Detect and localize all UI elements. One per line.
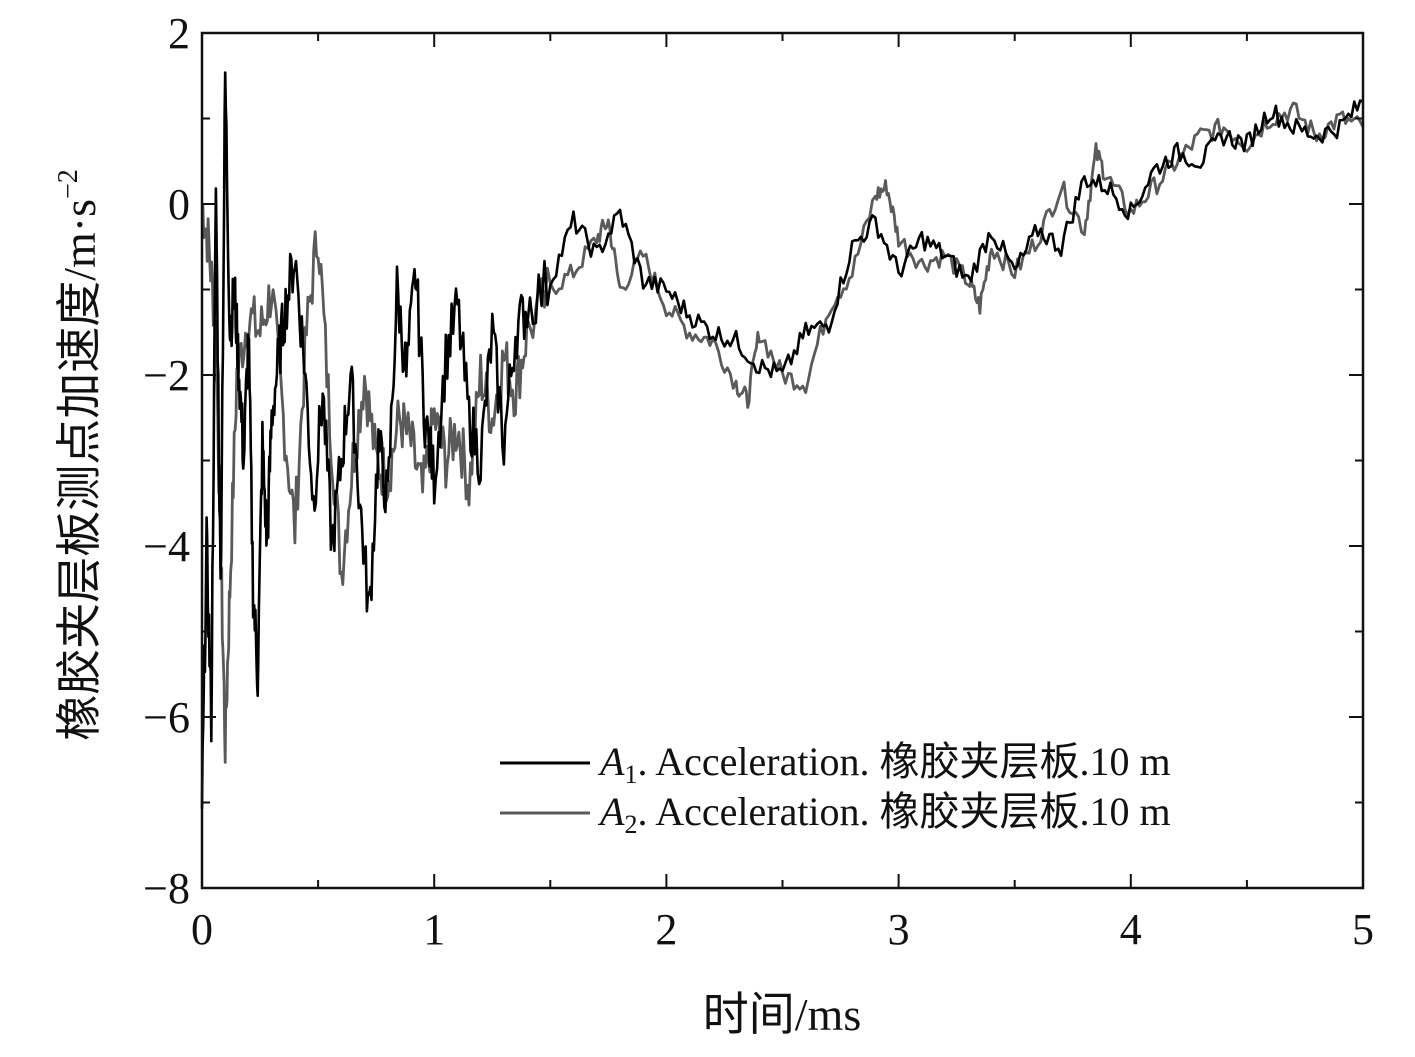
x-tick-label: 1: [423, 905, 445, 954]
x-tick-label: 3: [888, 905, 910, 954]
legend-label-a1: A1. Acceleration. 橡胶夹层板.10 m: [597, 739, 1171, 789]
x-axis-title: 时间/ms: [703, 989, 861, 1040]
y-axis-title: 橡胶夹层板测点加速度/m·s−2: [53, 169, 105, 741]
series-line-a2: [200, 101, 1365, 764]
x-tick-label: 4: [1120, 905, 1142, 954]
x-tick-label: 2: [655, 905, 677, 954]
legend: A1. Acceleration. 橡胶夹层板.10 mA2. Accelera…: [500, 739, 1171, 839]
series-line-a1: [200, 71, 1364, 809]
x-tick-label: 0: [191, 905, 213, 954]
x-tick-label: 5: [1352, 905, 1374, 954]
y-axis-title-main: 橡胶夹层板测点加速度/m·s: [54, 199, 105, 741]
y-tick-label: 2: [168, 9, 190, 58]
y-tick-label: −2: [143, 351, 190, 400]
y-tick-label: −4: [143, 522, 190, 571]
y-tick-label: 0: [168, 180, 190, 229]
legend-label-a2: A2. Acceleration. 橡胶夹层板.10 m: [597, 789, 1171, 839]
y-tick-label: −6: [143, 693, 190, 742]
y-tick-label: −8: [143, 864, 190, 913]
tick-labels: 0 1 2 3 4 5 −8 −6 −4 −2 0 2: [143, 9, 1374, 954]
series-layer: [200, 71, 1365, 809]
y-axis-title-superscript: −2: [53, 169, 84, 199]
tick-marks: [201, 32, 1364, 889]
